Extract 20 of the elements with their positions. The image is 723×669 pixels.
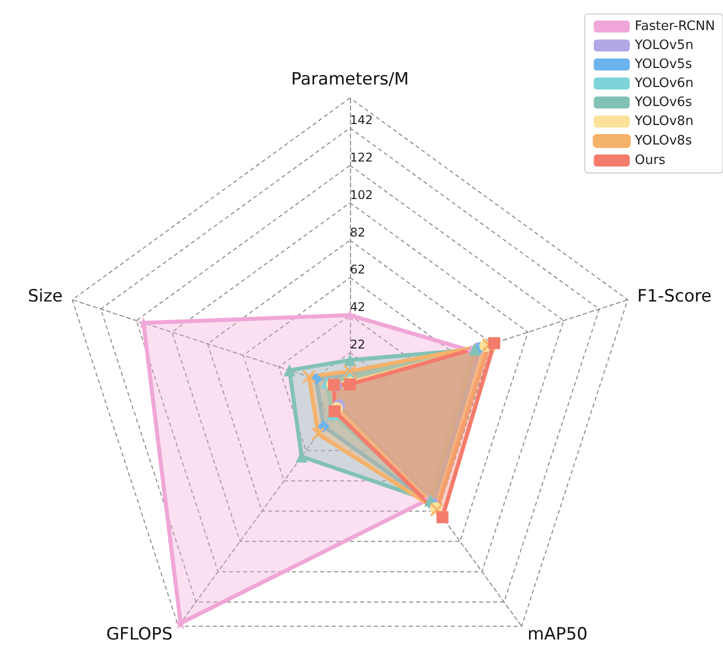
y-tick-label: 102 [350,188,373,202]
legend-label: Faster-RCNN [634,19,715,34]
legend-label: YOLOv5n [634,38,694,53]
spoke-label: Parameters/M [291,70,409,90]
y-tick-label: 142 [350,112,373,127]
y-tick-label: 122 [350,150,373,164]
spoke-label: F1-Score [637,286,712,307]
y-tick-label: 62 [350,262,366,277]
legend-label: YOLOv8n [634,114,694,129]
spoke-label: GFLOPS [106,624,172,644]
legend-label: Ours [634,153,666,168]
y-tick-label: 22 [350,338,366,352]
spoke-label: mAP50 [528,624,588,644]
legend-label: YOLOv6n [634,76,694,91]
legend-label: YOLOv5s [634,57,692,72]
y-tick-label: 42 [350,300,366,314]
y-tick-label: 82 [350,225,366,240]
legend-label: YOLOv8s [634,134,692,148]
spoke-label: Size [28,286,63,307]
legend-label: YOLOv6s [634,95,692,110]
